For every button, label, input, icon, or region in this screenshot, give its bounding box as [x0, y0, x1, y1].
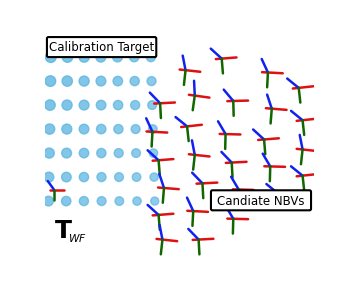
Circle shape — [79, 76, 89, 86]
Circle shape — [150, 173, 158, 181]
Circle shape — [147, 77, 156, 86]
Circle shape — [46, 52, 56, 62]
Circle shape — [148, 101, 156, 110]
Circle shape — [45, 100, 55, 110]
Text: $\mathbf{T}$: $\mathbf{T}$ — [54, 219, 73, 243]
Circle shape — [115, 197, 124, 205]
Circle shape — [44, 172, 54, 182]
Circle shape — [97, 173, 106, 182]
Circle shape — [133, 197, 141, 205]
Circle shape — [62, 172, 71, 182]
Circle shape — [113, 52, 122, 62]
Circle shape — [79, 172, 89, 182]
Circle shape — [148, 125, 157, 133]
Circle shape — [96, 100, 106, 110]
Circle shape — [44, 196, 53, 206]
Circle shape — [97, 149, 106, 158]
Circle shape — [132, 149, 140, 157]
Circle shape — [62, 124, 72, 134]
Circle shape — [114, 173, 124, 181]
Circle shape — [131, 101, 140, 110]
Circle shape — [113, 100, 123, 110]
Circle shape — [62, 52, 73, 62]
Circle shape — [114, 125, 123, 134]
Circle shape — [114, 149, 123, 157]
Circle shape — [62, 100, 72, 110]
Circle shape — [149, 149, 158, 157]
Circle shape — [151, 197, 159, 205]
Circle shape — [79, 124, 89, 134]
Circle shape — [113, 76, 122, 86]
Circle shape — [130, 52, 139, 62]
Circle shape — [44, 124, 55, 134]
Circle shape — [97, 197, 106, 205]
Text: Candiate NBVs: Candiate NBVs — [217, 194, 305, 207]
Circle shape — [97, 124, 106, 134]
Circle shape — [132, 173, 141, 181]
Circle shape — [79, 100, 89, 110]
Circle shape — [79, 197, 89, 206]
Circle shape — [130, 76, 139, 86]
Circle shape — [96, 52, 106, 62]
Circle shape — [79, 52, 89, 62]
Circle shape — [62, 76, 72, 86]
Circle shape — [79, 148, 89, 158]
Circle shape — [44, 148, 54, 158]
FancyBboxPatch shape — [47, 37, 156, 57]
FancyBboxPatch shape — [211, 190, 311, 210]
Circle shape — [146, 52, 155, 62]
Circle shape — [62, 148, 71, 158]
Circle shape — [62, 196, 71, 206]
Text: $_{WF}$: $_{WF}$ — [68, 230, 87, 244]
Circle shape — [96, 76, 106, 86]
Circle shape — [131, 125, 140, 133]
Text: Calibration Target: Calibration Target — [49, 41, 154, 54]
Circle shape — [45, 76, 56, 86]
